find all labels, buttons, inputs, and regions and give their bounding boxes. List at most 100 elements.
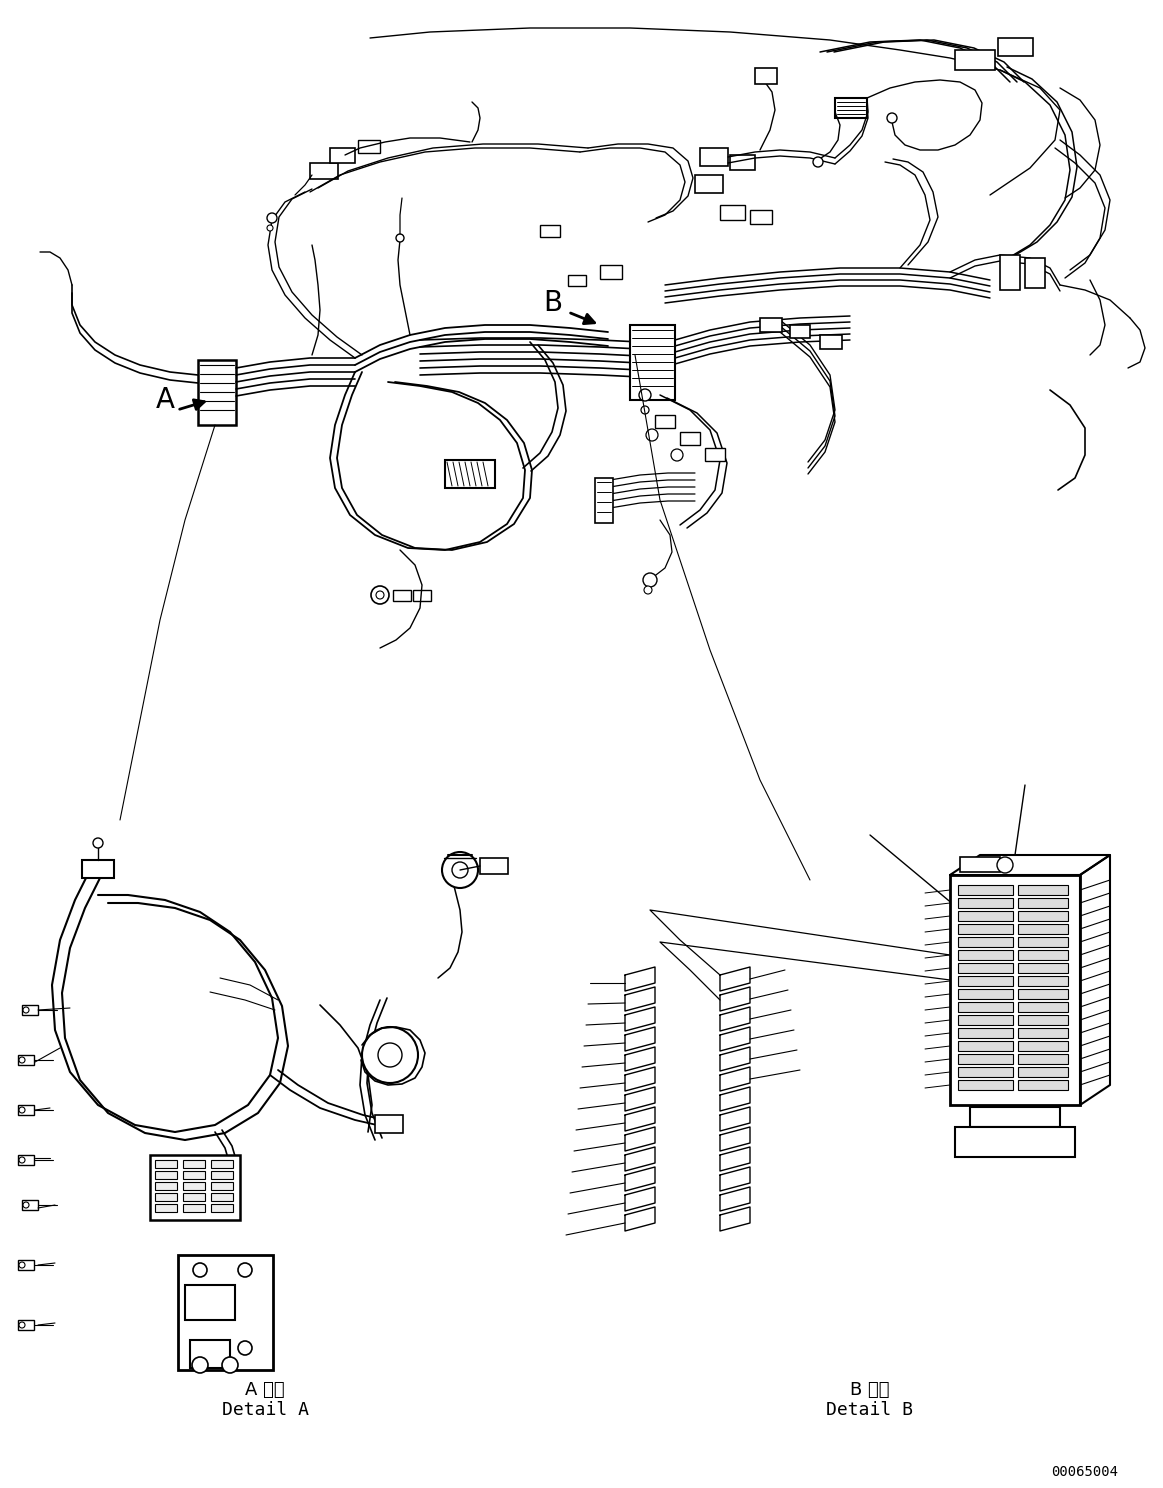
Bar <box>955 51 996 70</box>
Bar <box>1018 924 1068 934</box>
Bar <box>1018 1001 1068 1012</box>
Bar <box>22 1199 38 1210</box>
Circle shape <box>238 1341 252 1356</box>
Bar <box>680 432 700 445</box>
Bar <box>958 1042 1013 1051</box>
Circle shape <box>395 234 404 243</box>
Bar <box>970 1107 1059 1126</box>
Bar <box>958 963 1013 973</box>
Bar <box>950 875 1080 1106</box>
Bar <box>150 1155 240 1220</box>
Bar <box>330 147 355 164</box>
Circle shape <box>19 1107 24 1113</box>
Bar <box>17 1106 34 1115</box>
Circle shape <box>193 1263 207 1277</box>
Bar <box>958 924 1013 934</box>
Circle shape <box>19 1158 24 1164</box>
Bar <box>393 591 411 601</box>
Bar <box>198 360 236 426</box>
Bar <box>700 147 728 167</box>
Bar <box>1018 1042 1068 1051</box>
Bar <box>155 1171 177 1178</box>
Bar <box>600 265 622 280</box>
Circle shape <box>267 213 277 223</box>
Bar <box>1018 990 1068 998</box>
Circle shape <box>19 1321 24 1327</box>
Bar <box>730 155 755 170</box>
Bar <box>1018 1054 1068 1064</box>
Circle shape <box>371 586 388 604</box>
Circle shape <box>638 388 651 400</box>
Bar <box>759 318 782 332</box>
Circle shape <box>641 406 649 414</box>
Circle shape <box>362 1027 418 1083</box>
Bar <box>820 335 842 350</box>
Bar <box>750 210 772 225</box>
Bar <box>211 1181 233 1190</box>
Bar <box>958 897 1013 908</box>
Bar <box>183 1181 205 1190</box>
Bar <box>955 1126 1075 1158</box>
Bar <box>998 39 1033 57</box>
Circle shape <box>23 1202 29 1208</box>
Bar <box>958 1001 1013 1012</box>
Bar <box>1018 911 1068 921</box>
Circle shape <box>452 862 468 878</box>
Text: B: B <box>543 289 563 317</box>
Bar <box>959 857 1000 872</box>
Bar <box>595 478 613 522</box>
Text: 00065004: 00065004 <box>1051 1466 1119 1479</box>
Bar <box>211 1193 233 1201</box>
Bar <box>958 976 1013 987</box>
Text: A: A <box>156 385 174 414</box>
Bar <box>1018 949 1068 960</box>
Bar <box>958 885 1013 894</box>
Bar <box>211 1161 233 1168</box>
Bar <box>1018 897 1068 908</box>
Bar <box>655 415 675 429</box>
Bar <box>17 1320 34 1330</box>
Bar <box>211 1204 233 1213</box>
Circle shape <box>193 1341 207 1356</box>
Bar <box>1025 257 1046 289</box>
Bar <box>83 860 114 878</box>
Bar <box>720 205 745 220</box>
Circle shape <box>442 853 478 888</box>
Bar <box>1018 1028 1068 1039</box>
Bar <box>958 990 1013 998</box>
Bar <box>155 1161 177 1168</box>
Bar <box>185 1286 235 1320</box>
Bar <box>958 1054 1013 1064</box>
Bar <box>1018 885 1068 894</box>
Circle shape <box>644 586 652 594</box>
Bar <box>413 591 431 601</box>
Bar <box>155 1181 177 1190</box>
Bar <box>958 1080 1013 1091</box>
Text: B 詳細: B 詳細 <box>850 1381 890 1399</box>
Bar <box>958 949 1013 960</box>
Text: Detail B: Detail B <box>827 1402 913 1420</box>
Bar <box>755 68 777 83</box>
Bar <box>630 324 675 400</box>
Bar <box>374 1115 404 1132</box>
Bar <box>958 937 1013 946</box>
Bar <box>445 460 495 488</box>
Circle shape <box>267 225 273 231</box>
Bar <box>358 140 380 153</box>
Bar <box>183 1171 205 1178</box>
Bar <box>958 1028 1013 1039</box>
Bar <box>958 1067 1013 1077</box>
Circle shape <box>645 429 658 440</box>
Bar <box>540 225 561 237</box>
Bar <box>695 176 723 193</box>
Circle shape <box>378 1043 402 1067</box>
Circle shape <box>222 1357 238 1373</box>
Bar <box>1018 937 1068 946</box>
Text: A 詳細: A 詳細 <box>245 1381 285 1399</box>
Bar <box>1018 1067 1068 1077</box>
Circle shape <box>238 1263 252 1277</box>
Circle shape <box>19 1262 24 1268</box>
Circle shape <box>643 573 657 586</box>
Bar <box>155 1204 177 1213</box>
Circle shape <box>887 113 897 124</box>
